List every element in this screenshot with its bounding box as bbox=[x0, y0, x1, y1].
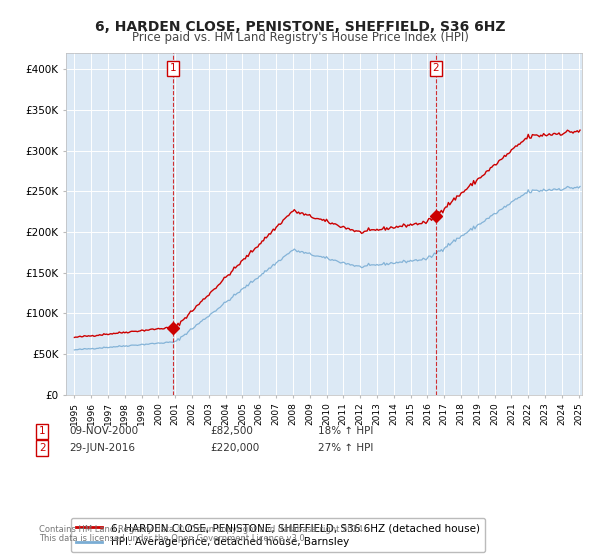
Text: £82,500: £82,500 bbox=[210, 426, 253, 436]
Text: 29-JUN-2016: 29-JUN-2016 bbox=[69, 443, 135, 453]
Text: This data is licensed under the Open Government Licence v3.0.: This data is licensed under the Open Gov… bbox=[39, 534, 307, 543]
Text: Price paid vs. HM Land Registry's House Price Index (HPI): Price paid vs. HM Land Registry's House … bbox=[131, 31, 469, 44]
Legend: 6, HARDEN CLOSE, PENISTONE, SHEFFIELD, S36 6HZ (detached house), HPI: Average pr: 6, HARDEN CLOSE, PENISTONE, SHEFFIELD, S… bbox=[71, 518, 485, 553]
Text: 1: 1 bbox=[170, 63, 176, 73]
Text: 2: 2 bbox=[432, 63, 439, 73]
Text: 18% ↑ HPI: 18% ↑ HPI bbox=[318, 426, 373, 436]
Text: 09-NOV-2000: 09-NOV-2000 bbox=[69, 426, 138, 436]
Text: 2: 2 bbox=[39, 443, 46, 453]
Text: 27% ↑ HPI: 27% ↑ HPI bbox=[318, 443, 373, 453]
Text: Contains HM Land Registry data © Crown copyright and database right 2024.: Contains HM Land Registry data © Crown c… bbox=[39, 525, 365, 534]
Text: £220,000: £220,000 bbox=[210, 443, 259, 453]
Text: 1: 1 bbox=[39, 426, 46, 436]
Text: 6, HARDEN CLOSE, PENISTONE, SHEFFIELD, S36 6HZ: 6, HARDEN CLOSE, PENISTONE, SHEFFIELD, S… bbox=[95, 20, 505, 34]
